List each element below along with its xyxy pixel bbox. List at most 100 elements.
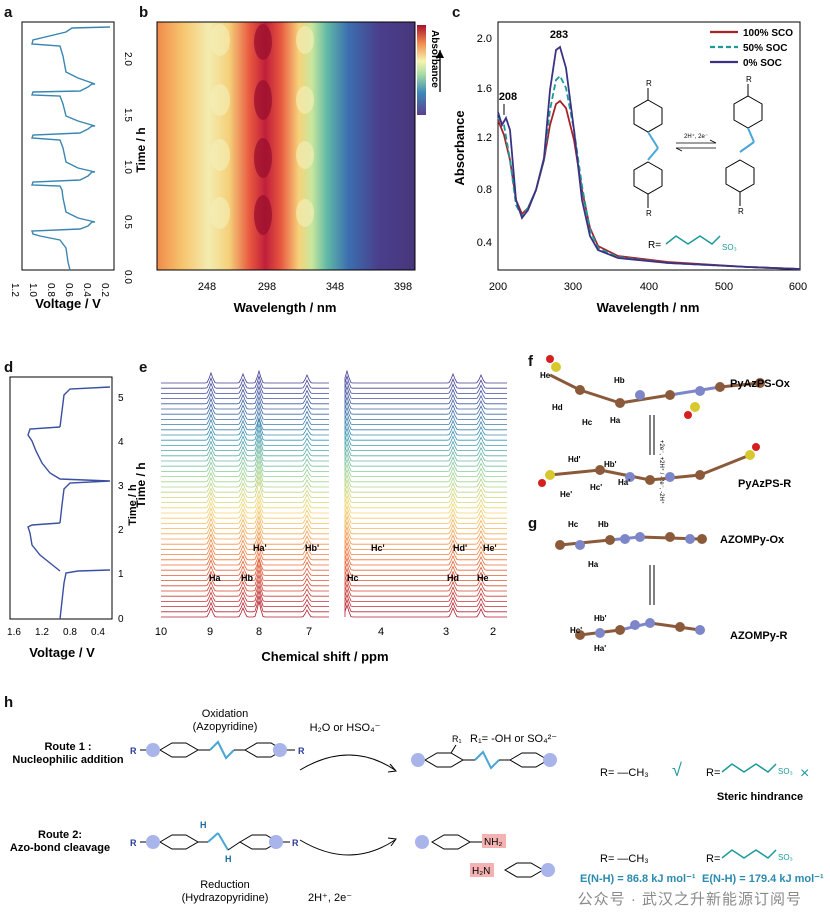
panel-e-label: e [139,359,148,376]
nmr-trace [344,556,507,571]
nmr-trace [344,380,507,394]
nmr-trace [161,481,329,498]
panel-b-label: b [139,4,149,21]
panel-c-so3: SO₃ [722,243,737,252]
panel-c-ylabel: Absorbance [452,110,467,185]
atom-label: Hc [582,418,593,427]
panel-e-xtick: 2 [490,626,496,638]
nmr-trace [161,400,329,415]
panel-c-r-definition: R= [648,240,661,251]
nmr-trace [161,556,329,571]
nmr-trace [344,520,507,535]
panel-g-red-molecule [575,618,705,640]
panel-c-structure-ox [633,88,663,208]
nmr-trace [344,432,507,446]
nmr-trace [344,473,507,488]
panel-e-xtick: 7 [306,626,312,638]
watermark: 公众号 · 武汉之升新能源订阅号 [577,891,802,908]
panel-f-red-molecule [538,443,760,487]
peak-label-hd-prime: Hd' [453,543,467,553]
panel-b-xticks: 248 298 348 398 [198,281,412,293]
nmr-trace [161,551,329,566]
panel-d-ylabel: Time / h [127,484,139,526]
oxidation-sublabel: (Azopyridine) [193,721,258,733]
route1-sulfopropyl [721,763,777,773]
nmr-trace [161,510,329,524]
panel-c-reaction-arrow [675,139,717,152]
nmr-trace [161,536,329,550]
panel-e-xtick: 9 [207,626,213,638]
panel-d-xtick: 1.6 [7,627,21,638]
nmr-trace [161,369,329,384]
nh2-highlight [482,834,506,848]
panel-e-xticks: 10 9 8 7 4 3 2 [155,626,496,638]
panel-d-label: d [4,359,14,376]
nmr-trace [161,429,329,446]
nmr-trace [161,489,329,503]
panel-a-yticks: 0.0 0.5 1.0 1.5 2.0 [122,52,133,284]
route1-azopyridine [140,740,295,760]
route2-n-highlight-right [269,835,283,849]
atom-label: Hc [568,520,579,529]
atom-label: Ha [588,560,599,569]
panel-e-xtick: 4 [378,626,384,638]
nmr-trace [161,395,329,410]
nmr-trace [161,450,329,467]
route2-sulfopropyl [721,849,777,859]
nmr-trace [344,385,507,399]
atom-label: Hd' [568,455,581,464]
panel-c-xticks: 200 300 400 500 600 [489,281,807,293]
atom-label: Ha [610,416,621,425]
nmr-trace [344,494,507,509]
nmr-trace [161,559,329,576]
panel-c-ytick: 1.6 [477,83,492,95]
nmr-trace [344,442,507,457]
route2-hydrazopyridine [140,832,290,851]
panel-b-xtick: 248 [198,281,216,293]
oxidation-reagent: H₂O or HSO₄⁻ [310,722,381,734]
reduction-label: Reduction [200,879,250,891]
nmr-trace [161,374,329,389]
panel-c-r-bottom-2: R [738,207,744,216]
nmr-trace [344,541,507,555]
panel-d-xticks: 1.6 1.2 0.8 0.4 [7,627,105,638]
panel-e-ylabel: Time / h [135,462,148,507]
legend-0-soc: 0% SOC [743,58,782,69]
peak-label-ha-prime: Ha' [253,543,267,553]
panel-e-xtick: 3 [443,626,449,638]
h2n-highlight [470,863,494,877]
panel-c-xtick: 300 [564,281,582,293]
route1-product-n-right [543,753,557,767]
panel-a-xtick: 0.8 [45,283,56,297]
energy-methyl: E(N-H) = 86.8 kJ mol⁻¹ [580,873,696,885]
route2-product-aminopyridine-2 [504,862,544,878]
nmr-trace [161,585,329,602]
nmr-trace [161,390,329,405]
route1-product-n-left [411,753,425,767]
nmr-trace [344,562,507,576]
panel-f-red-atom-labels: Hd' He' Hc' Hb' Ha' [560,455,630,499]
nmr-trace [161,499,329,514]
route2-so3: SO₃ [778,853,793,862]
panel-d-ytick: 5 [118,393,124,404]
peak-label-hd: Hd [447,573,459,583]
nmr-trace [344,499,507,514]
nmr-trace [344,588,507,602]
peak-label-208: 208 [499,91,517,103]
nmr-trace [161,424,329,441]
panel-b-colorbar-label: Absorbance [429,30,440,88]
atom-label: Hc' [590,483,602,492]
panel-a-ytick: 1.0 [122,160,133,174]
peak-label-283: 283 [550,29,568,41]
route2-subtitle: Azo-bond cleavage [10,842,110,854]
panel-a-plot: 0.0 0.5 1.0 1.5 2.0 1.2 1.0 0.8 0.6 0.4 … [9,21,133,311]
nmr-trace [161,541,329,555]
nmr-trace [161,434,329,451]
nmr-trace [161,380,329,394]
panel-b-pale-lobes [210,24,314,229]
nmr-trace [344,426,507,441]
nmr-trace [344,463,507,477]
panel-c-xlabel: Wavelength / nm [597,300,700,315]
panel-f: f He Hd Hc Ha Hb PyAzPS-Ox +2e⁻, +2H⁺ / … [520,345,830,515]
nmr-trace [344,582,507,597]
